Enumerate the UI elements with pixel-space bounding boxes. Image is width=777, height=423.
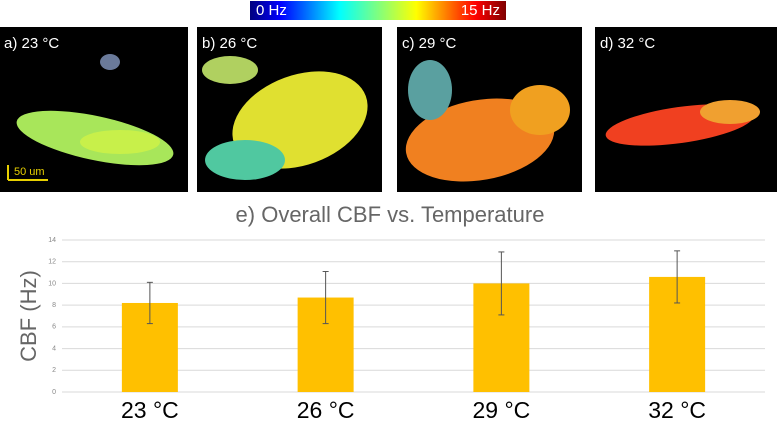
colorbar-max: 15 Hz — [461, 2, 500, 19]
x-tick-label: 29 °C — [472, 397, 530, 423]
panel-b: b) 26 °C — [197, 27, 382, 192]
y-tick-label: 8 — [52, 302, 56, 309]
panel-c: c) 29 °C — [397, 27, 582, 192]
panel-label: a) 23 °C — [4, 35, 59, 52]
colorbar-min: 0 Hz — [256, 2, 287, 19]
y-tick-label: 12 — [48, 259, 56, 266]
y-tick-label: 0 — [52, 389, 56, 396]
colorbar — [250, 1, 506, 20]
x-tick-label: 32 °C — [648, 397, 706, 423]
y-tick-label: 6 — [52, 324, 56, 331]
y-tick-label: 2 — [52, 367, 56, 374]
y-tick-label: 4 — [52, 345, 56, 352]
x-tick-label: 23 °C — [121, 397, 179, 423]
y-tick-label: 14 — [48, 237, 56, 244]
panel-label: d) 32 °C — [600, 35, 655, 52]
panel-a: 50 um a) 23 °C — [0, 27, 188, 192]
scale-bar-label: 50 um — [14, 166, 45, 178]
panel-label: c) 29 °C — [402, 35, 457, 52]
x-tick-label: 26 °C — [297, 397, 355, 423]
panel-label: b) 26 °C — [202, 35, 257, 52]
y-tick-label: 10 — [48, 280, 56, 287]
panel-d: d) 32 °C — [595, 27, 777, 192]
chart-title: e) Overall CBF vs. Temperature — [236, 202, 545, 227]
y-axis-label: CBF (Hz) — [16, 270, 41, 362]
